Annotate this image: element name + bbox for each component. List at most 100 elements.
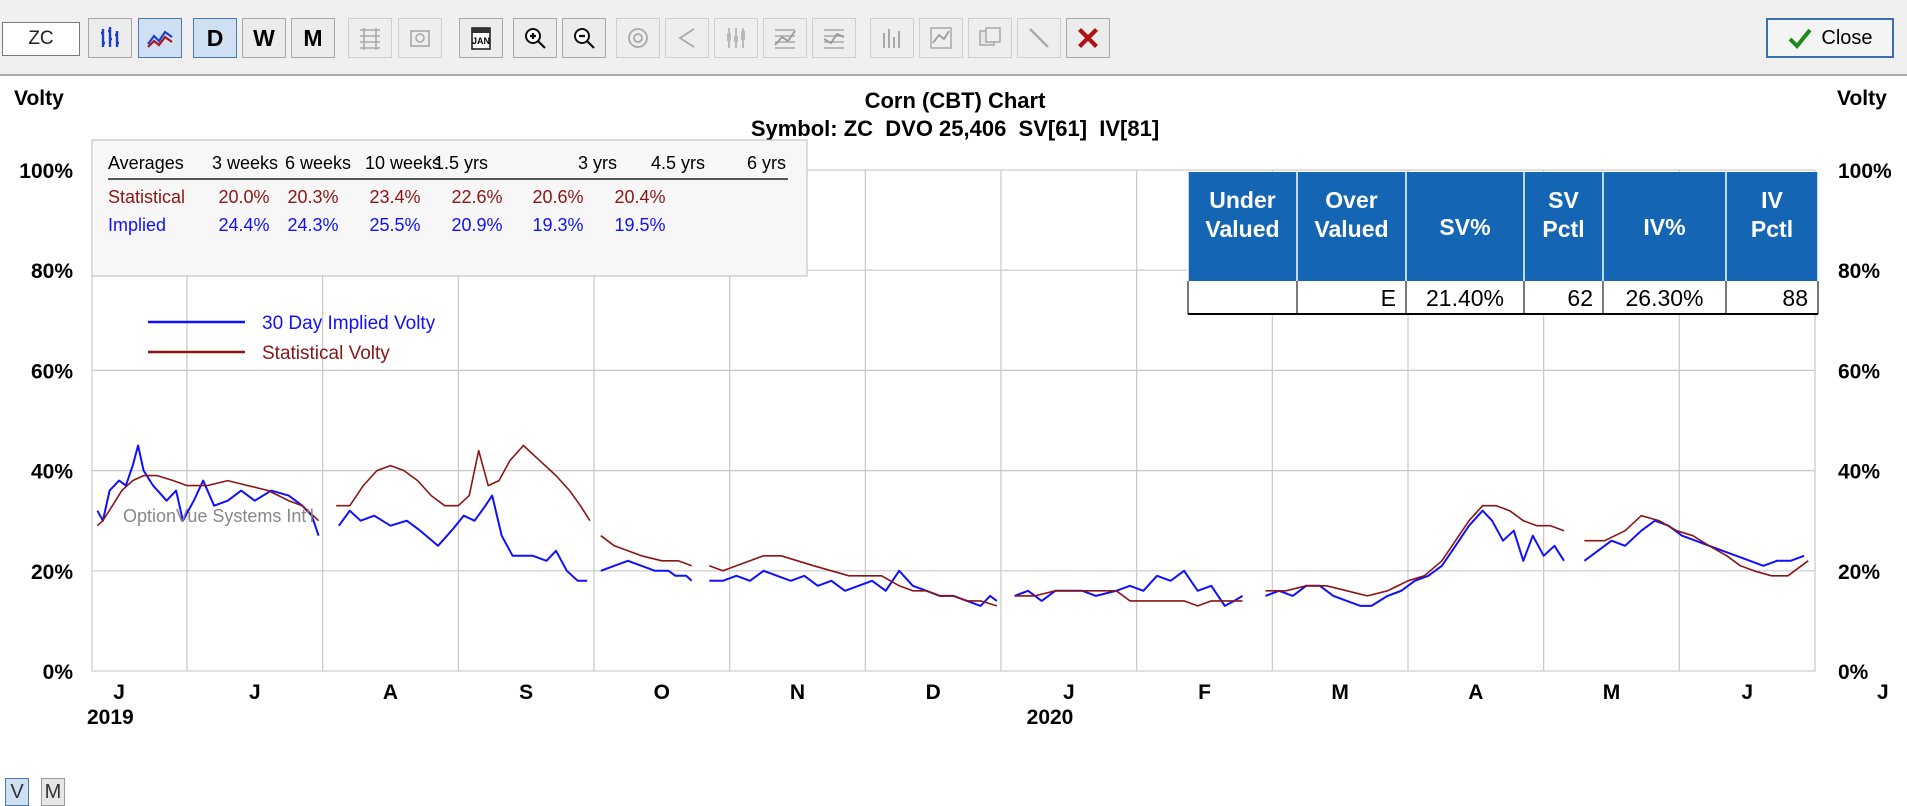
svg-text:JAN: JAN bbox=[472, 36, 490, 46]
valuation-row-bg bbox=[1188, 281, 1818, 314]
view-volty-button[interactable]: V bbox=[5, 778, 29, 806]
averages-header: 6 yrs bbox=[747, 153, 786, 173]
averages-header: 4.5 yrs bbox=[651, 153, 705, 173]
implied-volty-line bbox=[96, 444, 320, 537]
legend: 30 Day Implied Volty Statistical Volty bbox=[148, 313, 436, 364]
draw-line-icon[interactable] bbox=[1017, 18, 1061, 58]
x-tick-label: A bbox=[1468, 681, 1483, 704]
valuation-header: IV Pctl bbox=[1751, 187, 1793, 242]
valuation-header: SV Pctl bbox=[1542, 187, 1584, 242]
close-label: Close bbox=[1821, 26, 1873, 49]
x-tick-label: J bbox=[1877, 681, 1889, 704]
valuation-cell: 26.30% bbox=[1625, 285, 1703, 311]
averages-value: 20.0% bbox=[218, 187, 269, 207]
grid-lines-icon[interactable] bbox=[348, 18, 392, 58]
averages-row-label: Implied bbox=[108, 215, 166, 235]
legend-implied-label: 30 Day Implied Volty bbox=[262, 313, 436, 334]
chart-grid-icon[interactable] bbox=[763, 18, 807, 58]
x-tick-label: O bbox=[654, 681, 670, 704]
averages-value: 20.9% bbox=[451, 215, 502, 235]
averages-value: 25.5% bbox=[369, 215, 420, 235]
implied-volty-line bbox=[1265, 509, 1565, 607]
year-label-2020: 2020 bbox=[1027, 706, 1074, 729]
y-tick-label-right: 0% bbox=[1838, 661, 1869, 684]
valuation-cell: 62 bbox=[1567, 285, 1593, 311]
averages-header: 1.5 yrs bbox=[434, 153, 488, 173]
close-button[interactable]: Close bbox=[1766, 18, 1894, 58]
x-tick-label: S bbox=[519, 681, 533, 704]
statistical-volty-line bbox=[96, 474, 320, 527]
line-chart-icon[interactable] bbox=[138, 18, 182, 58]
copy-chart-icon[interactable] bbox=[968, 18, 1012, 58]
averages-header: Averages bbox=[108, 153, 184, 173]
candlestick-icon[interactable] bbox=[714, 18, 758, 58]
valuation-cell: 88 bbox=[1782, 285, 1808, 311]
y-tick-label-right: 60% bbox=[1838, 360, 1880, 383]
statistical-volty-line bbox=[1265, 504, 1565, 597]
period-monthly-button[interactable]: M bbox=[291, 18, 335, 58]
x-tick-label: J bbox=[113, 681, 125, 704]
averages-header: 3 weeks bbox=[212, 153, 278, 173]
y-tick-label-left: 80% bbox=[31, 260, 73, 283]
study-icon[interactable] bbox=[919, 18, 963, 58]
valuation-header-bg bbox=[1188, 172, 1818, 281]
valuation-header: Over Valued bbox=[1314, 187, 1388, 242]
period-weekly-button[interactable]: W bbox=[242, 18, 286, 58]
averages-header: 6 weeks bbox=[285, 153, 351, 173]
x-tick-label: F bbox=[1198, 681, 1211, 704]
statistical-volty-line bbox=[709, 555, 998, 607]
delete-icon[interactable] bbox=[1066, 18, 1110, 58]
averages-value: 24.4% bbox=[218, 215, 269, 235]
toolbar: D W M JAN Close bbox=[0, 0, 1907, 76]
averages-header: 10 weeks bbox=[365, 153, 441, 173]
valuation-table: Under Valued Over Valued SV% SV Pctl IV% IV Pctl E… bbox=[1187, 172, 1819, 315]
y-tick-label-left: 0% bbox=[43, 661, 74, 684]
y-tick-label-left: 40% bbox=[31, 461, 73, 484]
calendar-icon[interactable]: JAN bbox=[459, 18, 503, 58]
checkmark-icon bbox=[1789, 28, 1812, 49]
valuation-cell: 21.40% bbox=[1426, 285, 1504, 311]
implied-volty-line bbox=[1583, 519, 1805, 567]
y-tick-label-left: 20% bbox=[31, 561, 73, 584]
averages-value: 24.3% bbox=[287, 215, 338, 235]
averages-value: 20.4% bbox=[614, 187, 665, 207]
chart-lines-icon[interactable] bbox=[812, 18, 856, 58]
y-tick-label-right: 80% bbox=[1838, 260, 1880, 283]
zoom-out-icon[interactable] bbox=[562, 18, 606, 58]
target-icon[interactable] bbox=[616, 18, 660, 58]
left-axis-title: Volty bbox=[14, 87, 64, 110]
volume-bars-icon[interactable] bbox=[870, 18, 914, 58]
legend-statistical-label: Statistical Volty bbox=[262, 343, 390, 364]
watermark: OptionVue Systems Int'l bbox=[123, 506, 314, 526]
averages-header: 3 yrs bbox=[578, 153, 617, 173]
valuation-header: SV% bbox=[1439, 214, 1490, 240]
triangle-icon[interactable] bbox=[665, 18, 709, 58]
statistical-volty-line bbox=[600, 535, 692, 567]
chart-title: Corn (CBT) Chart bbox=[865, 88, 1047, 113]
volatility-chart: 0% 0% 20% 20% 40% 40% 60% 60% 80% 80% 100% 100% J J A S… bbox=[14, 87, 1892, 729]
zoom-in-icon[interactable] bbox=[513, 18, 557, 58]
symbol-input[interactable] bbox=[2, 22, 80, 56]
year-label-2019: 2019 bbox=[87, 706, 134, 729]
x-tick-label: M bbox=[1331, 681, 1349, 704]
x-tick-label: J bbox=[249, 681, 261, 704]
statistical-volty-line bbox=[1584, 514, 1809, 577]
averages-value: 20.6% bbox=[532, 187, 583, 207]
period-daily-button[interactable]: D bbox=[193, 18, 237, 58]
y-tick-label-right: 100% bbox=[1838, 160, 1892, 183]
x-tick-label: A bbox=[383, 681, 398, 704]
y-tick-label-left: 100% bbox=[19, 160, 73, 183]
x-tick-label: J bbox=[1741, 681, 1753, 704]
implied-volty-line bbox=[1014, 569, 1244, 607]
averages-value: 22.6% bbox=[451, 187, 502, 207]
valuation-header: IV% bbox=[1643, 214, 1685, 240]
valuation-cell: E bbox=[1381, 285, 1396, 311]
right-axis-title: Volty bbox=[1837, 87, 1887, 110]
view-m-button[interactable]: M bbox=[41, 778, 65, 806]
tools-icon[interactable] bbox=[398, 18, 442, 58]
chart-area: 0% 0% 20% 20% 40% 40% 60% 60% 80% 80% 100% 100% J J A S… bbox=[0, 78, 1907, 806]
bar-chart-icon[interactable] bbox=[88, 18, 132, 58]
averages-row-label: Statistical bbox=[108, 187, 185, 207]
statistical-volty-line bbox=[1014, 590, 1243, 607]
